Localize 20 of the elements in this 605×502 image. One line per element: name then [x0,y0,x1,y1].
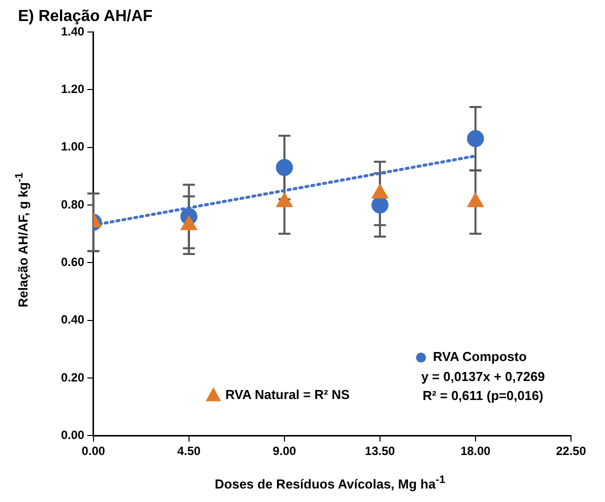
annotation: y = 0,0137x + 0,7269 [421,369,545,384]
x-tick-label: 22.50 [556,444,586,458]
y-tick-label: 0.00 [60,428,85,442]
y-tick-label: 0.20 [60,370,85,384]
chart-title: E) Relação AH/AF [18,8,153,26]
x-tick-label: 0.00 [82,444,106,458]
y-tick-label: 1.20 [60,82,85,96]
x-tick-label: 13.50 [364,444,396,458]
annotation: R² = 0,611 (p=0,016) [422,388,544,404]
x-tick-label: 18.00 [460,444,491,458]
x-tick-label: 4.50 [177,444,201,458]
legend-label: RVA Composto [433,349,527,364]
y-tick-label: 0.60 [60,254,85,269]
y-tick-label: 1.00 [60,140,85,154]
x-axis-title: Doses de Resíduos Avícolas, Mg ha$^{-1}$ [214,474,446,492]
y-tick-label: 1.40 [60,24,85,38]
x-tick-label: 9.00 [272,444,296,458]
legend-label: RVA Natural = R² NS [225,387,350,402]
y-tick-label: 0.80 [60,197,85,212]
y-tick-label: 0.40 [60,312,85,327]
